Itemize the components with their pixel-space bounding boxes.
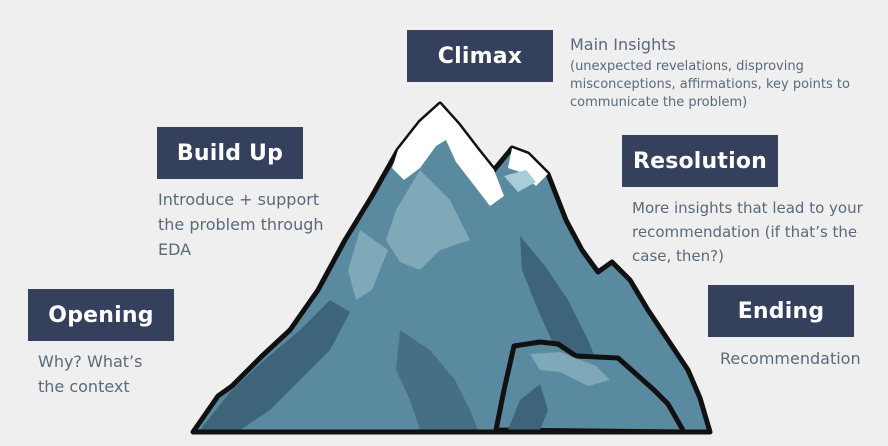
resolution-label: Resolution: [622, 135, 778, 187]
climax-detail-line-3: communicate the problem): [570, 94, 748, 110]
mountain-shadow-left: [200, 300, 350, 430]
ending-description: Recommendation: [720, 347, 880, 372]
build-up-label: Build Up: [157, 127, 303, 179]
mountain-light-face: [386, 170, 470, 270]
opening-label: Opening: [28, 289, 174, 341]
build-up-line-1: Introduce + support: [158, 190, 320, 209]
climax-detail-line-2: misconceptions, affirmations, key points…: [570, 77, 850, 93]
mountain-shadow-center: [396, 330, 478, 430]
ice-block: [504, 170, 536, 192]
resolution-line-3: case, then?): [632, 247, 724, 265]
opening-line-1: Why? What’s: [38, 352, 143, 371]
snow-cap: [392, 104, 504, 206]
opening-line-2: the context: [38, 376, 130, 396]
opening-description: Why? What’s the context: [38, 350, 188, 400]
build-up-line-3: EDA: [158, 239, 192, 259]
build-up-line-2: the problem through: [158, 214, 324, 234]
resolution-description: More insights that lead to your recommen…: [632, 196, 882, 268]
climax-description: Main Insights (unexpected revelations, d…: [570, 34, 880, 112]
resolution-line-2: recommendation (if that’s the: [632, 223, 858, 241]
climax-label: Climax: [407, 30, 553, 82]
ending-line-1: Recommendation: [720, 349, 861, 368]
resolution-line-1: More insights that lead to your: [632, 199, 863, 217]
build-up-description: Introduce + support the problem through …: [158, 188, 358, 262]
climax-title: Main Insights: [570, 35, 676, 54]
mountain-light-face-2: [348, 230, 388, 300]
ending-label: Ending: [708, 285, 854, 337]
front-mountain-highlight: [530, 352, 610, 386]
snow-patch: [508, 148, 548, 186]
front-mountain-shadow: [508, 384, 548, 430]
climax-detail-line-1: (unexpected revelations, disproving: [570, 59, 804, 75]
